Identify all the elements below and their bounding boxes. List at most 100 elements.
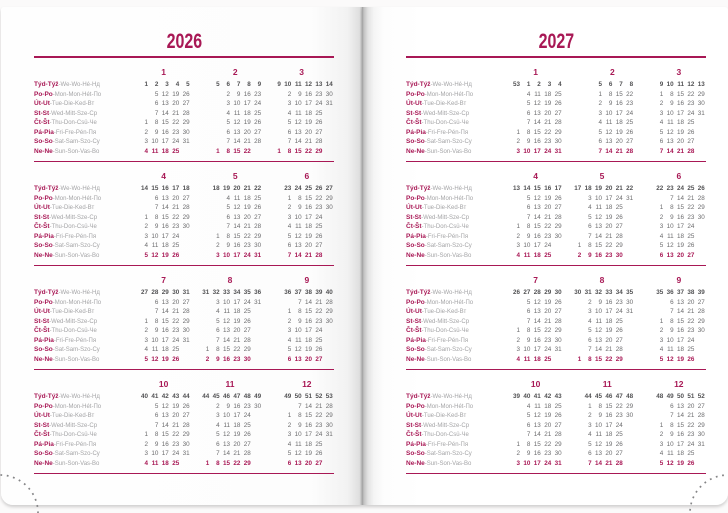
date-cell bbox=[510, 307, 520, 317]
date-cell: 9 bbox=[598, 412, 603, 419]
month-grid-wrap: 8 31 32 33 34 35 36 3 10 17 24 31 4 11 18 25 5 12 19 26 6 13 2… bbox=[199, 274, 261, 364]
date-cell: 2 bbox=[659, 431, 664, 438]
date-cell: 17 bbox=[304, 327, 312, 334]
date-row: 7 14 21 28 bbox=[571, 345, 633, 355]
sunday-date-cell: 15 bbox=[294, 147, 302, 155]
date-cell: 10 bbox=[233, 100, 241, 107]
date-cell: 12 bbox=[233, 204, 241, 211]
day-label-cs-sk: Týd-Týž bbox=[34, 185, 59, 192]
week-numbers-row: 49 50 51 52 53 bbox=[281, 392, 333, 402]
date-cell bbox=[551, 241, 561, 251]
date-cell: 23 bbox=[544, 336, 552, 344]
date-cell bbox=[694, 336, 704, 346]
day-label-translations: -Sun-Son-Vas-Во bbox=[52, 460, 100, 467]
sunday-date-cell: 28 bbox=[315, 251, 323, 259]
calendar-block: Týd-Týž-We-Wo-Hé-Нд Po-Po-Mon-Mon-Hét-По Ú… bbox=[34, 66, 334, 162]
date-cell: 28 bbox=[697, 412, 705, 419]
month-grid-wrap: 11 44 45 46 47 48 1 8 15 22 29 2 9 16 23 30 3 10 17 24 4 11 18… bbox=[581, 378, 634, 468]
day-label-translations: -Tue-Die-Ked-Вт bbox=[49, 101, 95, 107]
date-cell: 8 bbox=[670, 90, 674, 98]
month-number-spacer bbox=[34, 274, 118, 288]
date-cell: 20 bbox=[172, 100, 180, 107]
week-number-cell: 36 bbox=[284, 289, 292, 296]
date-row: 3 10 17 24 bbox=[281, 326, 333, 336]
date-cell: 19 bbox=[172, 90, 180, 98]
sunday-date-cell: 21 bbox=[605, 459, 613, 467]
week-number-cell: 18 bbox=[212, 185, 220, 192]
block-divider-rule bbox=[406, 369, 706, 370]
date-cell: 27 bbox=[182, 412, 190, 419]
week-number-cell: 1 bbox=[526, 81, 531, 88]
day-label-cs-sk: So-So bbox=[406, 242, 425, 249]
date-cell: 29 bbox=[554, 327, 562, 334]
date-cell: 30 bbox=[182, 440, 190, 448]
date-cell: 16 bbox=[676, 327, 684, 334]
date-cell bbox=[571, 326, 581, 336]
date-cell bbox=[571, 222, 581, 232]
date-cell: 21 bbox=[304, 138, 312, 145]
day-row-label: St-St-Wed-Mitt-Sze-Ср bbox=[34, 317, 118, 327]
months-group: 10 40 41 42 43 44 5 12 19 26 6 13 20 27 7 14 21 28 1 8 15 22 2… bbox=[118, 378, 333, 468]
day-label-translations: -Thu-Don-Csü-Че bbox=[49, 328, 97, 334]
date-cell: 15 bbox=[676, 421, 684, 429]
sunday-date-cell: 22 bbox=[605, 355, 613, 363]
date-cell: 10 bbox=[595, 421, 603, 429]
date-row: 6 13 20 27 bbox=[138, 194, 190, 204]
date-cell bbox=[510, 317, 520, 327]
date-cell: 1 bbox=[144, 213, 149, 221]
months-group: 1 53 1 2 3 4 4 11 18 25 5 12 19 26 6 13 20 27 7 14 21 28 1 8 15 2… bbox=[490, 66, 705, 156]
months-row: Týd-Týž-We-Wo-Hé-Нд Po-Po-Mon-Mon-Hét-По Ú… bbox=[34, 274, 334, 364]
day-row-label: Út-Ut-Tue-Die-Ked-Вт bbox=[34, 307, 118, 317]
date-cell: 20 bbox=[172, 194, 180, 202]
week-number-cell: 2 bbox=[154, 81, 159, 88]
date-cell: 18 bbox=[605, 431, 613, 438]
sunday-date-cell: 18 bbox=[533, 355, 541, 363]
perforation-arc-left-icon bbox=[0, 474, 39, 513]
date-cell: 3 bbox=[226, 100, 231, 107]
date-row: 5 12 19 26 bbox=[209, 118, 262, 128]
sunday-date-cell bbox=[322, 355, 332, 365]
week-number-cell: 28 bbox=[151, 289, 159, 296]
sunday-date-cell: 31 bbox=[254, 251, 262, 259]
week-number-cell: 8 bbox=[629, 81, 634, 88]
date-cell: 14 bbox=[533, 213, 541, 221]
day-label-cs-sk: So-So bbox=[34, 346, 53, 353]
date-cell: 12 bbox=[294, 232, 302, 240]
date-cell: 17 bbox=[676, 336, 684, 344]
week-number-cell: 6 bbox=[226, 81, 231, 88]
date-cell bbox=[623, 241, 633, 251]
date-cell: 24 bbox=[315, 213, 323, 221]
sunday-row: 6 13 20 27 bbox=[281, 459, 333, 469]
date-cell: 18 bbox=[233, 308, 241, 315]
day-label-translations: -Sun-Son-Vas-Во bbox=[424, 356, 472, 363]
date-cell: 22 bbox=[687, 421, 695, 429]
date-cell bbox=[623, 336, 633, 346]
date-cell: 6 bbox=[588, 223, 592, 230]
date-cell: 3 bbox=[588, 308, 592, 315]
day-row-label: Po-Po-Mon-Mon-Hét-По bbox=[406, 194, 490, 204]
date-cell: 2 bbox=[516, 232, 521, 240]
date-cell: 30 bbox=[325, 90, 333, 98]
day-row-label: Čt-Št-Thu-Don-Csü-Че bbox=[34, 222, 118, 232]
date-row: 1 8 15 22 29 bbox=[510, 222, 562, 232]
day-row-label: Čt-Št-Thu-Don-Csü-Че bbox=[34, 430, 118, 440]
week-numbers-row: 23 24 25 26 27 bbox=[281, 184, 333, 194]
date-cell: 24 bbox=[315, 100, 323, 107]
date-cell: 6 bbox=[670, 402, 674, 410]
month-number: 5 bbox=[232, 171, 238, 181]
date-row: 6 13 20 27 bbox=[510, 307, 562, 317]
date-row: 4 11 18 25 bbox=[138, 241, 190, 251]
year-title: 2026 bbox=[34, 31, 334, 53]
date-cell: 6 bbox=[670, 298, 674, 306]
sunday-date-cell: 17 bbox=[533, 147, 541, 155]
month-number-spacer bbox=[406, 170, 490, 184]
sunday-date-cell: 11 bbox=[151, 459, 159, 467]
sunday-date-cell: 15 bbox=[595, 355, 603, 363]
day-label-cs-sk: St-St bbox=[406, 213, 422, 221]
sunday-date-cell: 27 bbox=[687, 251, 695, 259]
calendar-block: Týd-Týž-We-Wo-Hé-Нд Po-Po-Mon-Mon-Hét-По Ú… bbox=[34, 170, 334, 266]
week-number-cell: 46 bbox=[223, 393, 231, 400]
date-row: 3 10 17 24 31 bbox=[138, 137, 190, 147]
date-cell: 5 bbox=[287, 232, 292, 240]
sunday-date-cell: 8 bbox=[588, 355, 592, 363]
